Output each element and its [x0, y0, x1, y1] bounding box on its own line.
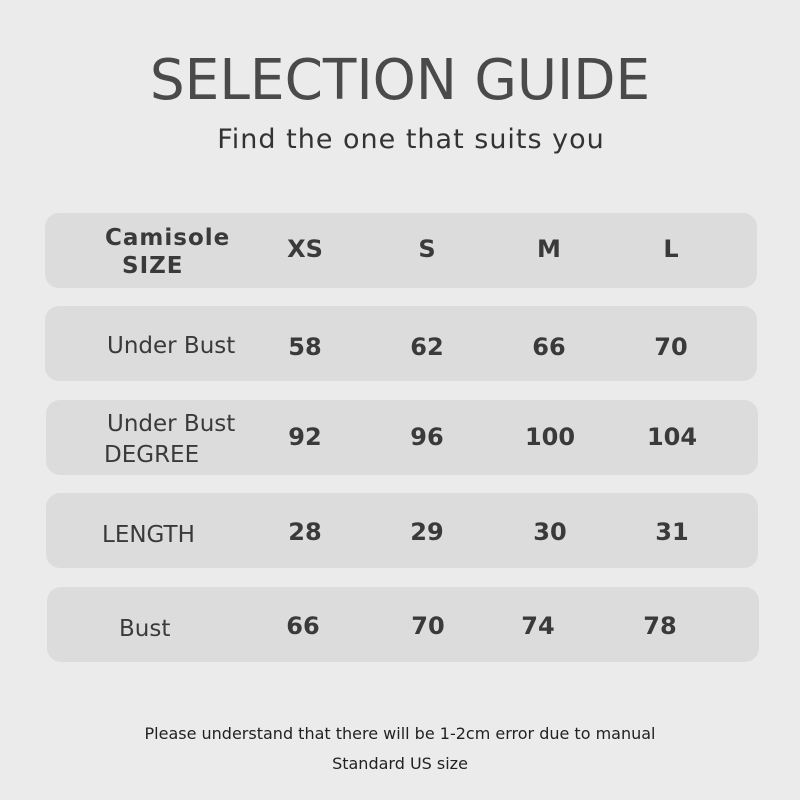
value-cell: 28 — [288, 518, 322, 546]
row-label: Under Bust — [107, 333, 236, 359]
value-cell: 70 — [411, 612, 445, 640]
table-row: LENGTH 28 29 30 31 — [46, 493, 758, 568]
header-label-line1: Camisole — [105, 225, 231, 251]
size-standard-note: Standard US size — [332, 754, 468, 773]
value-cell: 66 — [286, 612, 320, 640]
page-subtitle: Find the one that suits you — [217, 124, 605, 155]
value-cell: 66 — [532, 333, 566, 361]
size-xs: XS — [287, 235, 323, 263]
table-row: Bust 66 70 74 78 — [47, 587, 759, 662]
value-cell: 58 — [288, 333, 322, 361]
value-cell: 62 — [410, 333, 444, 361]
size-s: S — [418, 235, 436, 263]
row-label-line2: DEGREE — [104, 442, 200, 468]
value-cell: 29 — [410, 518, 444, 546]
size-m: M — [537, 235, 561, 263]
table-header-row: Camisole SIZE XS S M L — [45, 213, 757, 288]
row-label: LENGTH — [102, 522, 195, 548]
value-cell: 96 — [410, 423, 444, 451]
value-cell: 92 — [288, 423, 322, 451]
value-cell: 74 — [521, 612, 555, 640]
row-label: Bust — [119, 616, 171, 642]
value-cell: 104 — [646, 423, 698, 451]
table-row: Under Bust DEGREE 92 96 100 104 — [46, 400, 758, 475]
value-cell: 100 — [524, 423, 576, 451]
size-l: L — [663, 235, 679, 263]
header-label-line2: SIZE — [122, 253, 184, 279]
value-cell: 31 — [655, 518, 689, 546]
disclaimer-note: Please understand that there will be 1-2… — [144, 724, 656, 743]
value-cell: 78 — [643, 612, 677, 640]
page-title: SELECTION GUIDE — [149, 48, 651, 113]
value-cell: 30 — [533, 518, 567, 546]
table-row: Under Bust 58 62 66 70 — [45, 306, 757, 381]
value-cell: 70 — [654, 333, 688, 361]
row-label: Under Bust — [107, 411, 236, 437]
